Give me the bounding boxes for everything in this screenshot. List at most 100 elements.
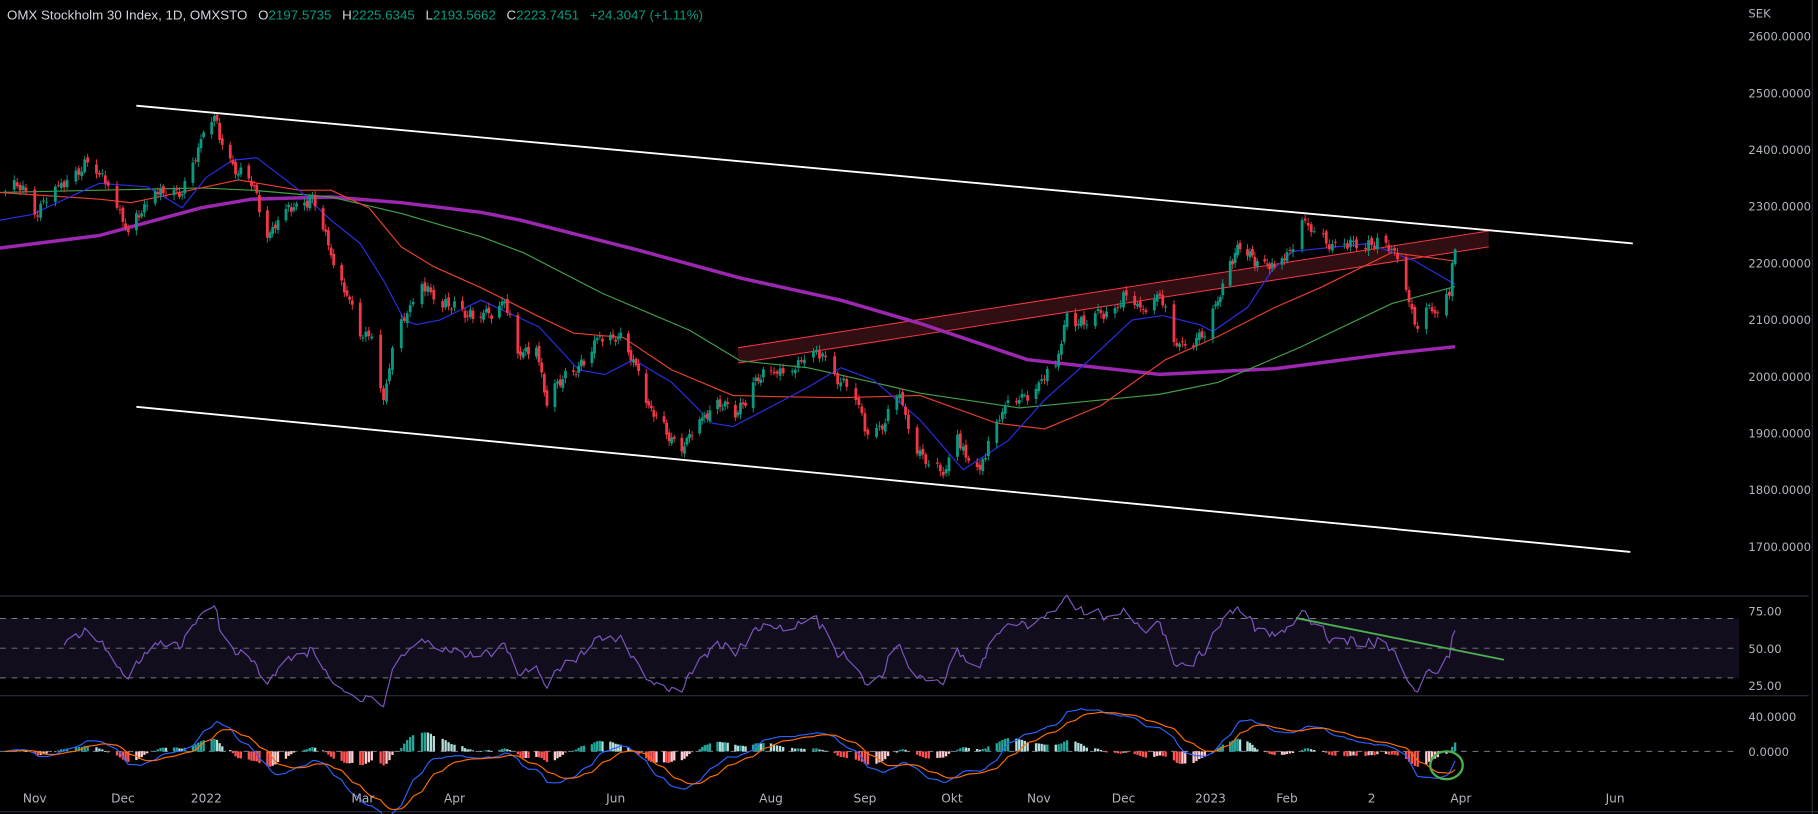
candle: [103, 170, 107, 189]
macd-histogram-bar: [598, 740, 601, 752]
candle: [137, 210, 141, 222]
candle-body: [590, 351, 594, 364]
macd-histogram-bar: [611, 742, 615, 752]
macd-histogram-bar: [794, 748, 797, 752]
macd-histogram-bar: [159, 747, 162, 752]
candle: [56, 180, 60, 188]
macd-histogram-bar: [942, 751, 945, 758]
candle-body: [287, 205, 291, 208]
candle-body: [1321, 233, 1325, 235]
macd-histogram-bar: [680, 751, 684, 761]
candle-body: [332, 253, 336, 266]
candle-body: [411, 302, 415, 305]
macd-histogram-bar: [1065, 740, 1069, 752]
candle-body: [895, 397, 899, 410]
candle: [175, 185, 179, 195]
candle-body: [505, 299, 509, 313]
candle-body: [759, 379, 763, 383]
candle: [1164, 303, 1167, 313]
macd-histogram-bar: [824, 750, 827, 752]
candle-body: [1015, 400, 1018, 403]
candle-body: [1263, 259, 1267, 262]
candle-body: [215, 114, 219, 121]
candle: [632, 354, 635, 367]
macd-histogram-bar: [482, 750, 485, 752]
candle: [842, 374, 846, 383]
macd-histogram-bar: [490, 750, 493, 752]
macd-histogram-bar: [361, 751, 365, 766]
candle: [234, 158, 237, 179]
candle: [901, 388, 905, 407]
macd-histogram-bar: [1184, 751, 1187, 764]
candle-body: [769, 370, 773, 372]
macd-histogram-bar: [866, 751, 869, 765]
macd-histogram-bar: [1407, 751, 1411, 762]
macd-histogram-bar: [423, 732, 427, 752]
candle: [471, 307, 475, 324]
candle-body: [1288, 249, 1292, 251]
macd-histogram-bar: [797, 748, 800, 752]
macd-histogram-bar: [83, 745, 86, 752]
candle: [995, 418, 999, 448]
candle: [1105, 306, 1108, 320]
candle-body: [1096, 308, 1100, 311]
candle-body: [540, 362, 544, 373]
candle: [289, 203, 293, 217]
macd-histogram-bar: [662, 751, 666, 763]
candle-body: [218, 122, 222, 140]
candle-body: [36, 215, 40, 217]
candle-body: [1283, 258, 1286, 261]
candle: [857, 394, 861, 409]
candle: [1306, 217, 1310, 231]
macd-histogram-bar: [1343, 751, 1346, 756]
candle-body: [220, 138, 224, 145]
candle-body: [77, 168, 81, 175]
macd-histogram-bar: [406, 739, 409, 752]
candle-body: [1122, 292, 1125, 308]
time-axis-label: Apr: [444, 791, 465, 805]
candle-body: [981, 459, 985, 472]
candle: [1079, 315, 1083, 329]
candle-body: [276, 220, 280, 230]
candle-body: [292, 207, 296, 211]
rsi-axis-label: 50.00: [1748, 642, 1781, 656]
candle-body: [231, 160, 235, 165]
candle-body: [498, 305, 501, 318]
candle: [619, 327, 623, 341]
macd-histogram-bar: [904, 749, 907, 752]
macd-histogram-bar: [516, 751, 520, 755]
resistance-channel[interactable]: [737, 230, 1489, 364]
candle-body: [598, 336, 602, 338]
candle: [379, 329, 383, 393]
macd-histogram-bar: [1300, 750, 1304, 752]
candle-body: [556, 381, 559, 384]
macd-histogram-bar: [617, 744, 620, 752]
candle: [1023, 393, 1027, 398]
macd-histogram-bar: [124, 751, 127, 762]
macd-histogram-bar: [582, 745, 586, 752]
lower-trendline[interactable]: [136, 405, 1631, 553]
macd-histogram-bar: [311, 747, 314, 752]
candle: [984, 453, 987, 462]
candle: [1246, 244, 1249, 261]
upper-trendline[interactable]: [136, 104, 1633, 245]
trendlines[interactable]: [136, 104, 1633, 553]
macd-histogram-bar: [1175, 751, 1178, 763]
candle-body: [121, 207, 125, 222]
candle-body: [1327, 244, 1331, 250]
candle: [561, 375, 565, 392]
candle-body: [1384, 235, 1388, 243]
candle-body: [508, 313, 512, 315]
candle-body: [1393, 247, 1397, 251]
macd-histogram-bar: [1161, 751, 1164, 757]
candle-body: [143, 204, 146, 213]
candle-body: [210, 122, 214, 135]
candle-body: [821, 353, 824, 357]
candle-body: [370, 336, 374, 339]
candle-body: [984, 457, 987, 460]
macd-histogram-bar: [345, 751, 349, 764]
macd-histogram-bar: [321, 750, 325, 752]
candle-body: [1138, 301, 1142, 308]
candle-body: [751, 382, 755, 409]
